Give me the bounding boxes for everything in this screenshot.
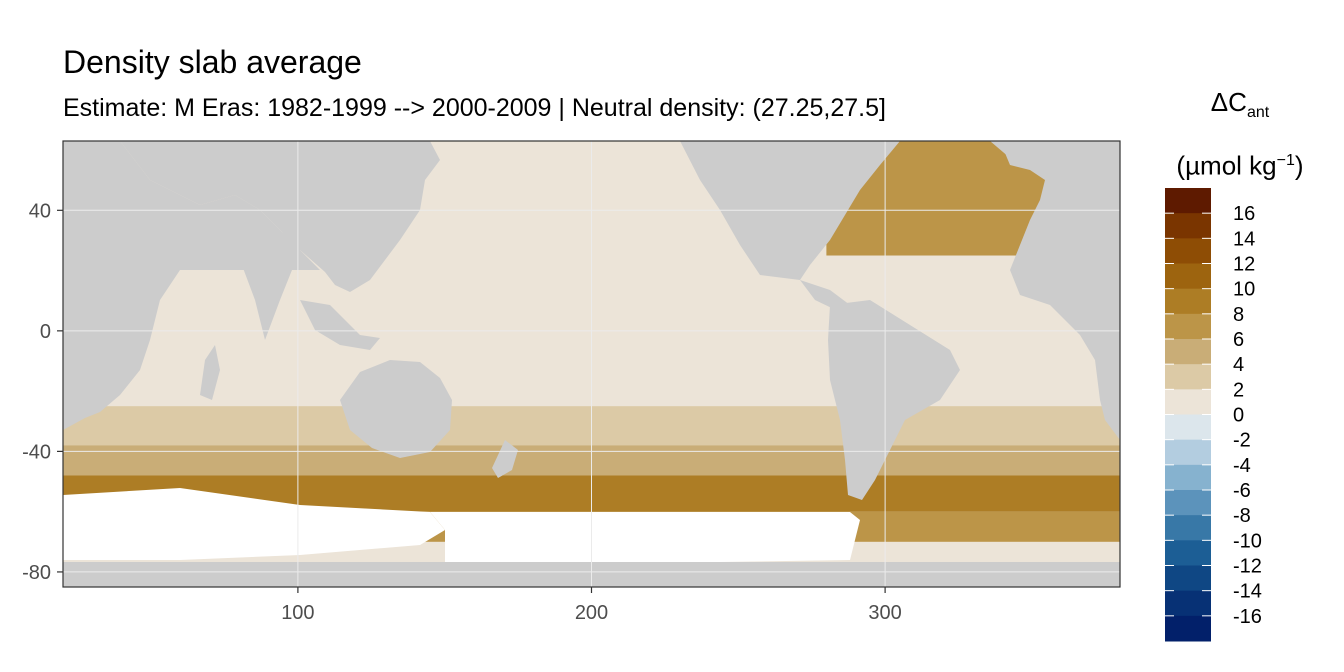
legend-unit-superscript: −1 — [1276, 152, 1295, 170]
x-tick-label-2: 300 — [868, 602, 901, 624]
india-landmass — [240, 232, 300, 340]
legend-swatch-17 — [1165, 615, 1211, 642]
legend-label-7: 2 — [1233, 379, 1244, 401]
legend-swatch-16 — [1165, 590, 1211, 617]
legend-swatch-9 — [1165, 414, 1211, 441]
y-tick-label-2: -40 — [22, 441, 51, 463]
legend-unit: (µmol kg — [1176, 150, 1277, 181]
legend-label-9: -2 — [1233, 430, 1251, 452]
y-tick-label-3: -80 — [22, 562, 51, 584]
legend-swatch-0 — [1165, 188, 1211, 214]
legend-swatch-3 — [1165, 263, 1211, 290]
legend-swatch-4 — [1165, 288, 1211, 315]
map-panel — [63, 141, 1120, 587]
legend-title-subscript: ant — [1246, 104, 1270, 122]
new-zealand-landmass — [492, 440, 518, 478]
legend-label-12: -8 — [1233, 505, 1251, 527]
legend-label-3: 10 — [1233, 279, 1255, 301]
legend-label-11: -6 — [1233, 480, 1251, 502]
legend-swatch-1 — [1165, 213, 1211, 239]
x-axis: 100 200 300 — [281, 587, 902, 624]
land-masses — [63, 141, 1120, 587]
legend-title-main: ΔC — [1210, 87, 1247, 117]
legend-swatch-12 — [1165, 490, 1211, 516]
legend-unit-close: ) — [1294, 150, 1304, 181]
legend-swatch-13 — [1165, 515, 1211, 541]
legend-swatch-15 — [1165, 565, 1211, 592]
legend-swatch-8 — [1165, 389, 1211, 415]
legend-swatch-14 — [1165, 540, 1211, 566]
legend-swatch-2 — [1165, 238, 1211, 264]
x-tick-label-1: 200 — [575, 602, 608, 624]
legend-label-8: 0 — [1233, 405, 1244, 427]
legend-label-15: -14 — [1233, 581, 1262, 603]
chart-title: Density slab average — [63, 44, 362, 80]
legend-label-13: -10 — [1233, 530, 1262, 552]
y-tick-label-0: 40 — [29, 200, 51, 222]
legend-label-1: 14 — [1233, 228, 1255, 250]
australia-landmass — [340, 360, 452, 458]
legend-label-5: 6 — [1233, 329, 1244, 351]
legend-swatch-11 — [1165, 464, 1211, 491]
y-tick-label-1: 0 — [40, 321, 51, 343]
legend-label-4: 8 — [1233, 304, 1244, 326]
x-tick-label-0: 100 — [281, 602, 314, 624]
legend-label-6: 4 — [1233, 354, 1244, 376]
legend-label-16: -16 — [1233, 606, 1262, 628]
madagascar-landmass — [200, 345, 220, 400]
legend-colorbar: 16 14 12 10 8 6 4 2 0 -2 -4 -6 -8 -10 -12 -14 -16 — [1165, 188, 1262, 642]
legend-swatch-6 — [1165, 339, 1211, 365]
legend-swatch-5 — [1165, 313, 1211, 340]
legend-swatch-7 — [1165, 364, 1211, 390]
eurasia-landmass — [120, 141, 440, 292]
legend-title: ΔCant (µmol kg−1) — [1150, 82, 1330, 186]
central-america-landmass — [800, 280, 850, 312]
legend-label-0: 16 — [1233, 203, 1255, 225]
europe-africa-east-landmass — [1000, 141, 1120, 440]
south-america-landmass — [828, 300, 960, 500]
chart-subtitle: Estimate: M Eras: 1982-1999 --> 2000-200… — [63, 94, 886, 122]
indonesia-landmass — [300, 300, 380, 350]
legend-label-10: -4 — [1233, 455, 1251, 477]
legend-swatch-10 — [1165, 439, 1211, 466]
ice-shelf-west — [63, 488, 445, 560]
y-axis: 40 0 -40 -80 — [22, 200, 63, 584]
africa-landmass — [63, 141, 320, 430]
ice-shelf-east — [430, 512, 860, 562]
legend-label-14: -12 — [1233, 556, 1262, 578]
legend-label-2: 12 — [1233, 254, 1255, 276]
grid-lines — [63, 141, 1120, 587]
ice-shelves — [63, 488, 860, 562]
